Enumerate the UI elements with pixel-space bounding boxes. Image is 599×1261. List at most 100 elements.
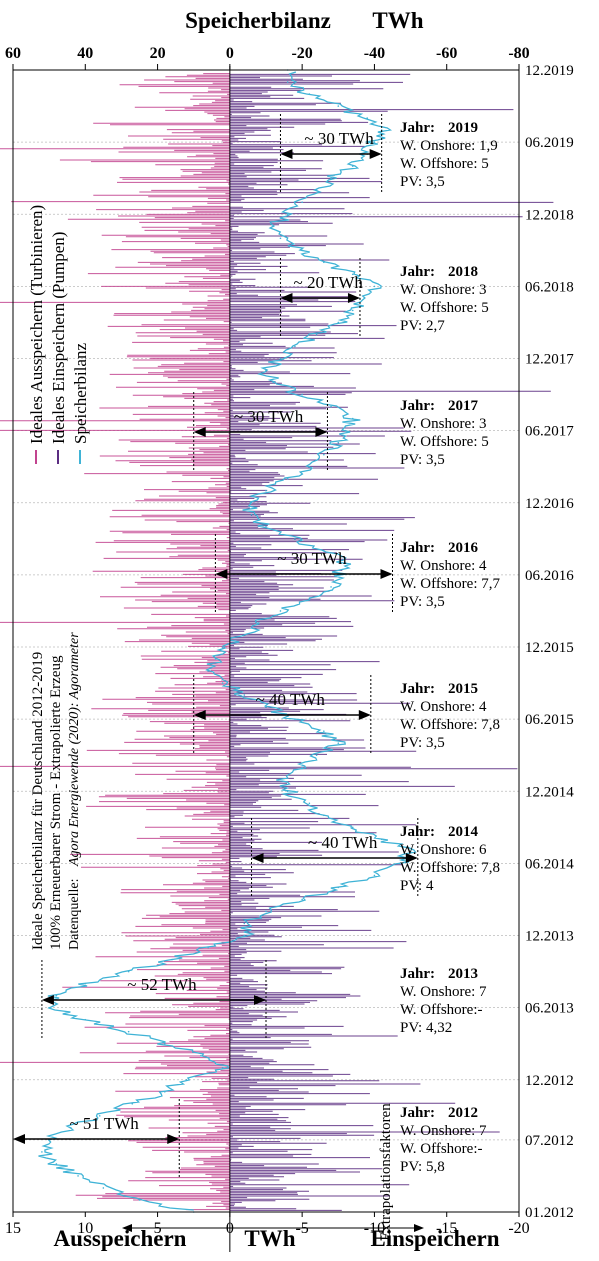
date-tick-label: 01.2012	[525, 1205, 574, 1221]
top-tick-label: 0	[226, 45, 234, 62]
speicherbilanz-point	[344, 429, 347, 432]
range-arrowhead-right	[369, 149, 382, 159]
speicherbilanz-point	[265, 526, 267, 528]
top-tick-label: -40	[364, 45, 385, 62]
range-label: ~ 40 TWh	[256, 690, 326, 709]
year-factor-text: PV: 3,5	[400, 452, 445, 468]
speicherbilanz-point	[380, 838, 383, 841]
plot-frame	[12, 69, 520, 1213]
legend: Ideales Ausspeichern (Turbinieren) Ideale…	[27, 205, 90, 464]
speicherbilanz-point	[207, 670, 209, 672]
speicherbilanz-point	[70, 1127, 72, 1129]
range-label: ~ 51 TWh	[69, 1114, 139, 1133]
x-label-unit: TWh	[244, 1226, 295, 1251]
speicherbilanz-point	[138, 1199, 141, 1201]
source-text-block: Ideale Speicherbilanz für Deutschland 20…	[30, 632, 82, 950]
x-label-einspeichern: Einspeichern	[370, 1226, 499, 1251]
top-tick-label: -60	[436, 45, 457, 62]
range-arrowhead-left	[41, 995, 54, 1005]
speicherbilanz-point	[286, 213, 289, 216]
speicherbilanz-point	[221, 1066, 224, 1069]
speicherbilanz-point	[55, 994, 58, 997]
date-tick-label: 12.2012	[525, 1073, 574, 1089]
speicherbilanz-point	[265, 369, 267, 372]
speicherbilanz-point	[337, 441, 340, 444]
direction-arrowhead-left	[122, 1224, 132, 1232]
year-factor-text: PV: 2,7	[400, 318, 445, 334]
speicherbilanz-point	[272, 225, 275, 228]
speicherbilanz-point	[279, 778, 282, 781]
x-label-ausspeichern: Ausspeichern	[54, 1226, 187, 1251]
legend-label: Ideales Ausspeichern (Turbinieren)	[27, 205, 46, 444]
speicherbilanz-point	[351, 417, 354, 420]
speicherbilanz-point	[279, 237, 282, 240]
date-tick-label: 12.2019	[525, 63, 574, 79]
speicherbilanz-point	[337, 886, 340, 889]
top-tick-label: 40	[77, 45, 93, 62]
date-tick-label: 06.2014	[525, 856, 574, 872]
date-tick-label: 06.2013	[525, 1001, 574, 1017]
speicherbilanz-point	[351, 273, 354, 276]
speicherbilanz-point	[301, 201, 303, 204]
top-tick-label: 20	[150, 45, 166, 62]
range-arrowhead-right	[347, 293, 360, 303]
speicherbilanz-point	[409, 850, 412, 853]
speicherbilanz-point	[84, 982, 87, 985]
year-jahr-label: Jahr:	[400, 966, 435, 982]
year-factor-text: W. Onshore: 3	[400, 416, 487, 432]
year-jahr-label: Jahr:	[400, 540, 435, 556]
series-pumpen	[229, 73, 554, 1211]
date-tick-label: 12.2013	[525, 929, 574, 945]
speicherbilanz-point	[243, 694, 246, 696]
range-arrowhead-left	[215, 569, 228, 579]
speicherbilanz-point	[315, 189, 318, 192]
range-label: ~ 40 TWh	[308, 833, 378, 852]
year-factor-text: PV: 3,5	[400, 174, 445, 190]
speicherbilanz-point	[127, 970, 130, 973]
year-jahr-label: Jahr:	[400, 120, 435, 136]
chart-title: Speicherbilanz	[185, 8, 331, 33]
speicherbilanz-point	[323, 261, 325, 264]
year-factor-text: W. Onshore: 3	[400, 282, 487, 298]
year-number: 2012	[448, 1105, 478, 1121]
speicherbilanz-point	[330, 586, 332, 588]
speicherbilanz-point	[301, 249, 303, 252]
source-subtitle: 100% Erneuerbarer Strom - Extrapolierte …	[48, 655, 64, 950]
speicherbilanz-point	[315, 333, 318, 336]
speicherbilanz-point	[265, 489, 267, 492]
year-factor-text: W. Onshore: 7	[400, 1123, 487, 1139]
year-factor-text: W. Offshore: 5	[400, 300, 489, 316]
speicherbilanz-point	[279, 610, 282, 612]
top-tick-label: -20	[291, 45, 312, 62]
speicherbilanz-point	[131, 1103, 134, 1105]
speicherbilanz-point	[308, 93, 311, 95]
range-label: ~ 20 TWh	[294, 273, 364, 292]
speicherbilanz-point	[265, 706, 267, 708]
speicherbilanz-point	[308, 598, 311, 600]
range-label: ~ 30 TWh	[234, 407, 304, 426]
year-factor-text: PV: 3,5	[400, 594, 445, 610]
range-arrowhead-right	[380, 569, 393, 579]
range-arrowhead-right	[358, 710, 371, 720]
speicherbilanz-point	[221, 646, 224, 648]
speicherbilanz-point	[185, 1078, 188, 1081]
speicherbilanz-point	[250, 501, 253, 504]
range-label: ~ 30 TWh	[277, 549, 347, 568]
speicherbilanz-point	[294, 718, 296, 720]
source-datenquelle: Datenquelle:	[67, 878, 82, 950]
speicherbilanz-point	[294, 538, 296, 540]
year-factor-text: W. Offshore: 5	[400, 434, 489, 450]
year-number: 2014	[448, 824, 479, 840]
extrapolation-label: Extrapolationsfaktoren	[378, 1103, 394, 1241]
year-factor-text: W. Onshore: 7	[400, 984, 487, 1000]
year-factor-text: W. Onshore: 6	[400, 842, 487, 858]
year-factor-text: PV: 4	[400, 878, 434, 894]
year-jahr-label: Jahr:	[400, 398, 435, 414]
speicherbilanz-point	[344, 562, 347, 564]
speicherbilanz-point	[41, 1151, 43, 1153]
speicherbilanz-point	[351, 826, 354, 829]
speicherbilanz-point	[221, 682, 224, 684]
speicherbilanz-point	[366, 117, 369, 119]
speicherbilanz-point	[301, 766, 303, 769]
range-arrowhead-right	[167, 1134, 180, 1144]
